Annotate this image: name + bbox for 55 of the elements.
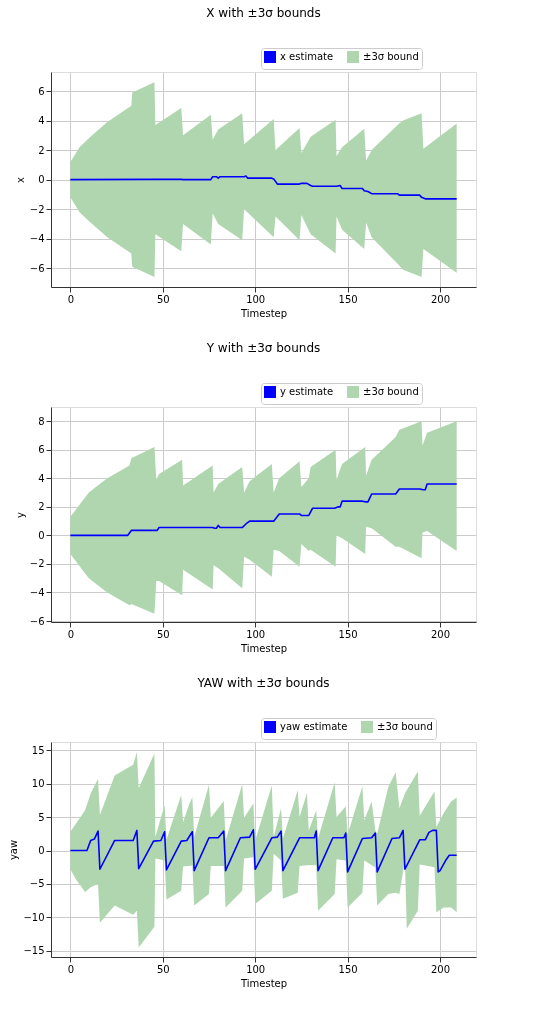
- y-tick-label: 2: [38, 144, 45, 156]
- x-tick-label: 150: [338, 293, 358, 305]
- y-tick-label: −10: [23, 911, 45, 923]
- y-tick-label: 8: [38, 415, 45, 427]
- y-tick-label: −2: [29, 558, 45, 570]
- x-axis-title: Timestep: [239, 642, 288, 654]
- y-tick-label: 5: [38, 811, 45, 823]
- y-tick-label: −2: [29, 203, 45, 215]
- y-tick-label: 4: [38, 472, 45, 484]
- x-tick-label: 150: [338, 963, 358, 975]
- y-tick-label: 0: [38, 174, 45, 186]
- y-tick-label: −5: [29, 878, 45, 890]
- x-tick-label: 0: [67, 293, 75, 305]
- y-tick-label: −6: [29, 262, 45, 274]
- chart-title: X with ±3σ bounds: [206, 5, 321, 20]
- x-tick-label: 100: [246, 628, 266, 640]
- x-tick-label: 50: [156, 628, 170, 640]
- x-tick-label: 50: [156, 963, 170, 975]
- line-series: [69, 483, 458, 537]
- x-tick-label: 100: [246, 963, 266, 975]
- line-series: [69, 828, 458, 873]
- x-tick-label: 200: [431, 628, 451, 640]
- x-axis-title: Timestep: [239, 977, 288, 989]
- y-tick-label: 10: [31, 778, 45, 790]
- x-tick-label: 0: [67, 963, 75, 975]
- y-axis-title: y: [14, 511, 26, 518]
- legend-label: y estimate: [280, 386, 334, 397]
- y-tick-label: 0: [38, 529, 45, 541]
- y-axis-title: yaw: [8, 839, 20, 861]
- legend-label: ±3σ bound: [377, 721, 433, 732]
- y-tick-label: −4: [29, 233, 45, 245]
- x-tick-label: 100: [246, 293, 266, 305]
- legend-label: yaw estimate: [280, 721, 348, 732]
- legend-label: ±3σ bound: [363, 386, 419, 397]
- x-tick-label: 200: [431, 963, 451, 975]
- legend-label: x estimate: [280, 51, 334, 62]
- y-tick-label: 6: [38, 444, 45, 456]
- x-tick-label: 200: [431, 293, 451, 305]
- y-tick-label: 0: [38, 845, 45, 856]
- chart-title: YAW with ±3σ bounds: [196, 675, 330, 690]
- y-tick-label: 2: [38, 501, 45, 513]
- y-tick-label: 4: [38, 115, 45, 127]
- y-tick-label: −15: [23, 945, 45, 957]
- x-tick-label: 50: [156, 293, 170, 305]
- legend-label: ±3σ bound: [363, 51, 419, 62]
- line-series: [69, 175, 458, 200]
- y-tick-label: −4: [29, 586, 45, 598]
- y-tick-label: 15: [31, 744, 45, 756]
- chart-title: Y with ±3σ bounds: [205, 340, 321, 355]
- y-axis-title: x: [14, 176, 26, 183]
- x-axis-title: Timestep: [239, 307, 288, 319]
- y-tick-label: −6: [29, 615, 45, 627]
- y-tick-label: 6: [38, 85, 45, 97]
- x-tick-label: 150: [338, 628, 358, 640]
- x-tick-label: 0: [67, 628, 75, 640]
